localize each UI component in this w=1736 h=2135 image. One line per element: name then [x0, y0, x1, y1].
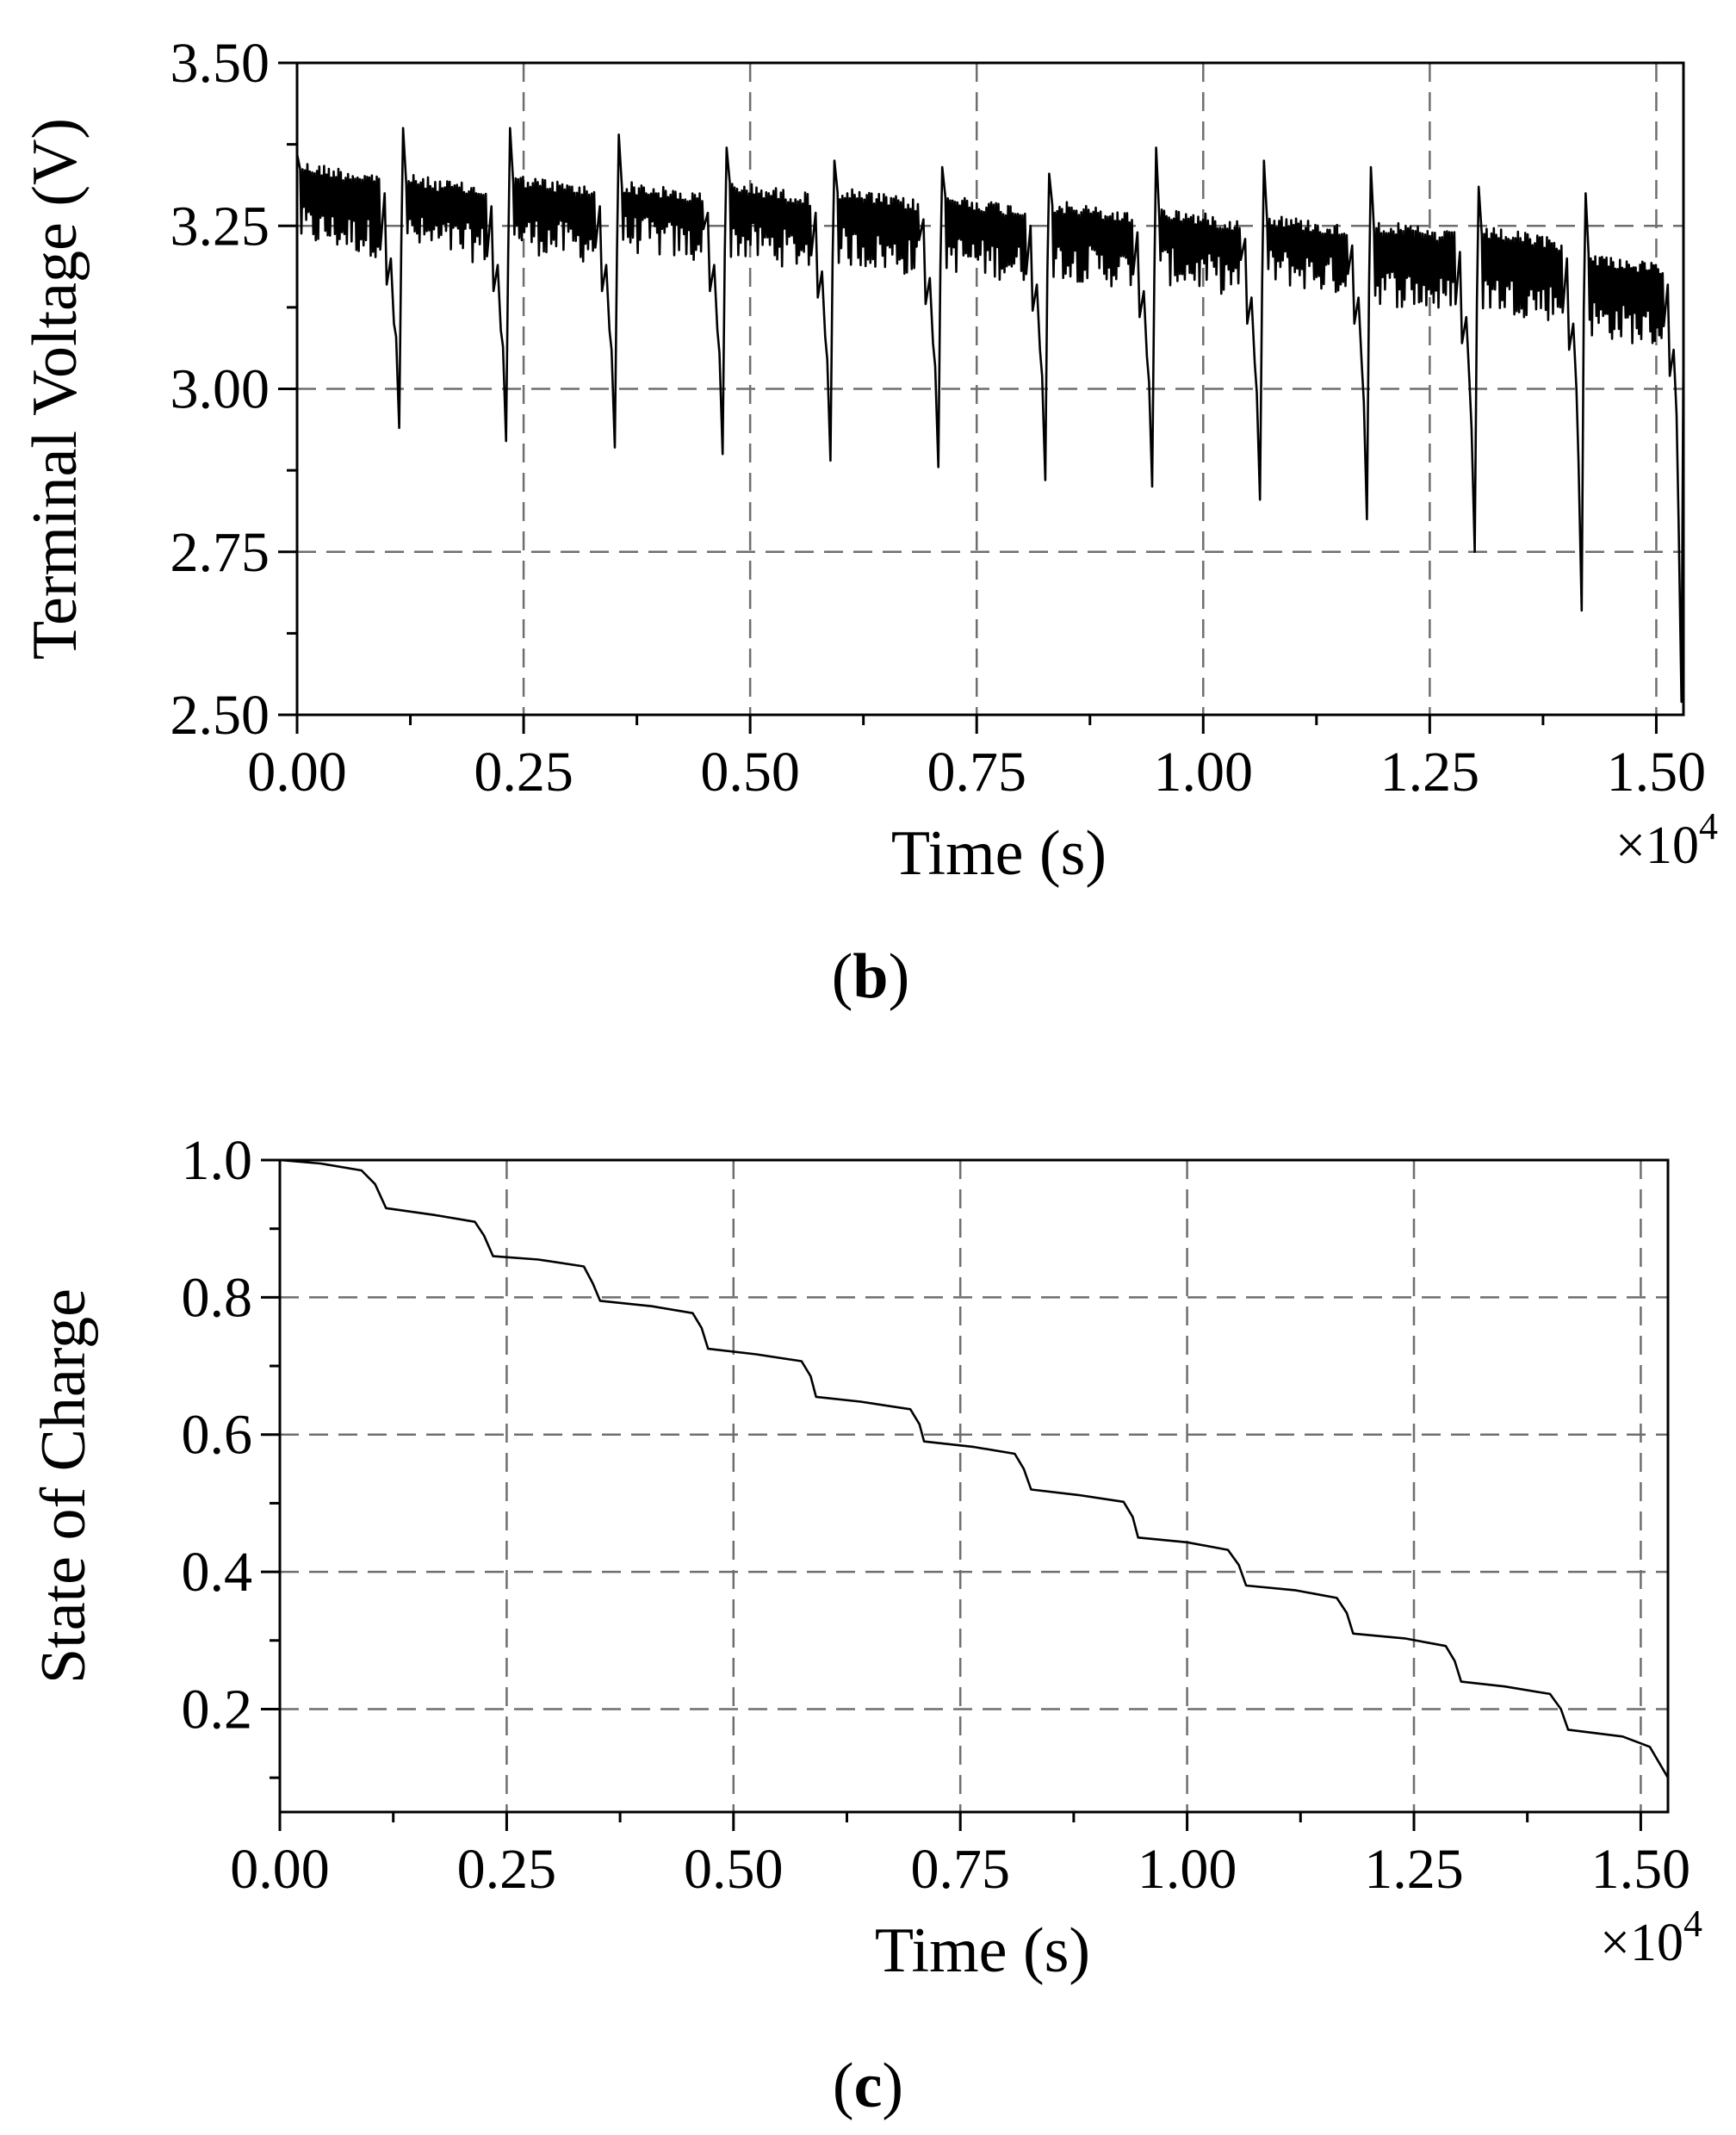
- soc-chart-panel: 0.00 0.25 0.50 0.75 1.00 1.25 1.50 0.2 0.4 0.6 0.8…: [28, 1129, 1702, 2121]
- x-tick-label: 0.25: [474, 741, 574, 804]
- x-tick-label: 0.75: [927, 741, 1026, 804]
- panel-label-letter: c: [854, 2051, 883, 2121]
- x-multiplier-base: ×10: [1600, 1914, 1683, 1972]
- panel-label: (c): [833, 2051, 903, 2121]
- y-tick-label: 3.25: [170, 195, 270, 258]
- y-axis-title: State of Charge: [28, 1288, 99, 1684]
- panel-label-paren-open: (: [833, 2051, 854, 2121]
- series-line: [279, 1158, 1670, 1778]
- x-tick-label: 1.50: [1591, 1838, 1691, 1901]
- x-tick-label: 0.50: [700, 741, 800, 804]
- x-tick-label: 0.25: [457, 1838, 557, 1901]
- y-tick-label: 0.2: [182, 1678, 253, 1741]
- y-axis-title: Terminal Voltage (V): [20, 118, 90, 660]
- x-tick-label: 1.00: [1154, 741, 1254, 804]
- x-axis-title: Time (s): [891, 818, 1107, 889]
- panel-label-paren-close: ): [882, 2051, 903, 2121]
- x-tick-label: 1.25: [1380, 741, 1480, 804]
- voltage-chart-panel: 0.00 0.25 0.50 0.75 1.00 1.25 1.50 2.50 2.75 3.00…: [20, 32, 1718, 1012]
- y-tick-label: 3.00: [170, 358, 270, 421]
- x-multiplier-label: ×104: [1615, 805, 1718, 875]
- x-tick-label: 1.00: [1138, 1838, 1237, 1901]
- x-multiplier-base: ×10: [1615, 816, 1699, 875]
- y-tick-label: 0.8: [182, 1266, 253, 1329]
- x-tick-label: 0.00: [230, 1838, 330, 1901]
- x-tick-label: 1.25: [1364, 1838, 1464, 1901]
- panel-label-paren-close: ): [889, 941, 910, 1012]
- y-tick-label: 2.50: [170, 684, 270, 747]
- series-line: [295, 127, 1685, 704]
- plot-frame: [278, 1158, 1670, 1814]
- x-multiplier-exponent: 4: [1683, 1902, 1702, 1945]
- x-axis-title: Time (s): [875, 1915, 1090, 1986]
- x-multiplier-exponent: 4: [1699, 805, 1718, 847]
- y-tick-label: 3.50: [170, 32, 270, 95]
- y-tick-label: 0.4: [182, 1541, 253, 1604]
- y-tick-label: 2.75: [170, 521, 270, 584]
- x-tick-label: 1.50: [1607, 741, 1707, 804]
- y-tick-label: 0.6: [182, 1404, 253, 1467]
- x-tick-label: 0.75: [910, 1838, 1010, 1901]
- y-tick-label: 1.0: [182, 1129, 253, 1192]
- panel-label: (b): [832, 941, 909, 1012]
- panel-label-paren-open: (: [832, 941, 853, 1012]
- x-tick-label: 0.50: [684, 1838, 784, 1901]
- x-multiplier-label: ×104: [1600, 1902, 1702, 1972]
- panel-label-letter: b: [852, 941, 888, 1012]
- x-tick-label: 0.00: [247, 741, 347, 804]
